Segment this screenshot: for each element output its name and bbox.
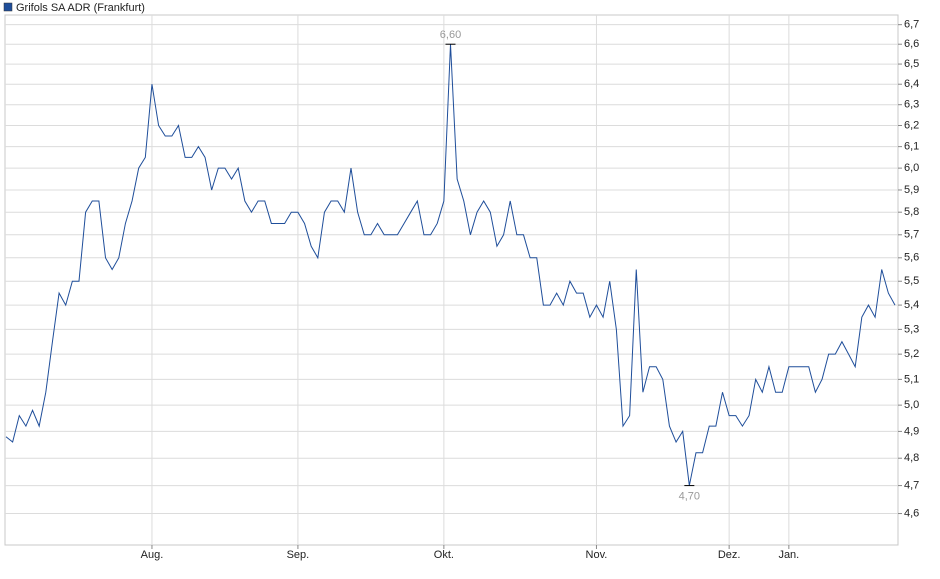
- x-tick-label: Aug.: [141, 549, 164, 561]
- y-tick-label: 6,0: [904, 162, 919, 174]
- legend-swatch: [3, 2, 13, 12]
- x-tick-label: Sep.: [287, 549, 310, 561]
- y-tick-label: 5,2: [904, 348, 919, 360]
- y-tick-label: 6,1: [904, 141, 919, 153]
- x-tick-label: Nov.: [586, 549, 608, 561]
- y-tick-label: 6,6: [904, 38, 919, 50]
- y-tick-label: 5,5: [904, 275, 919, 287]
- y-tick-label: 6,4: [904, 78, 919, 90]
- plot-area: [4, 14, 899, 546]
- y-tick-label: 4,8: [904, 452, 919, 464]
- y-tick-label: 5,7: [904, 229, 919, 241]
- y-tick-label: 5,4: [904, 299, 919, 311]
- y-tick-label: 5,3: [904, 323, 919, 335]
- y-tick-label: 6,3: [904, 99, 919, 111]
- y-tick-label: 5,8: [904, 206, 919, 218]
- y-tick-label: 4,6: [904, 507, 919, 519]
- y-tick-label: 5,6: [904, 252, 919, 264]
- extreme-label: 4,70: [679, 490, 700, 502]
- y-tick-label: 4,9: [904, 425, 919, 437]
- y-tick-label: 6,2: [904, 119, 919, 131]
- y-tick-label: 6,5: [904, 58, 919, 70]
- x-tick-label: Dez.: [718, 549, 741, 561]
- x-tick-label: Jan.: [778, 549, 799, 561]
- legend-label: Grifols SA ADR (Frankfurt): [16, 2, 145, 14]
- extreme-label: 6,60: [440, 29, 461, 41]
- y-tick-label: 5,1: [904, 373, 919, 385]
- y-tick-label: 4,7: [904, 479, 919, 491]
- y-tick-label: 6,7: [904, 19, 919, 31]
- x-tick-label: Okt.: [434, 549, 454, 561]
- y-tick-label: 5,0: [904, 399, 919, 411]
- y-tick-label: 5,9: [904, 184, 919, 196]
